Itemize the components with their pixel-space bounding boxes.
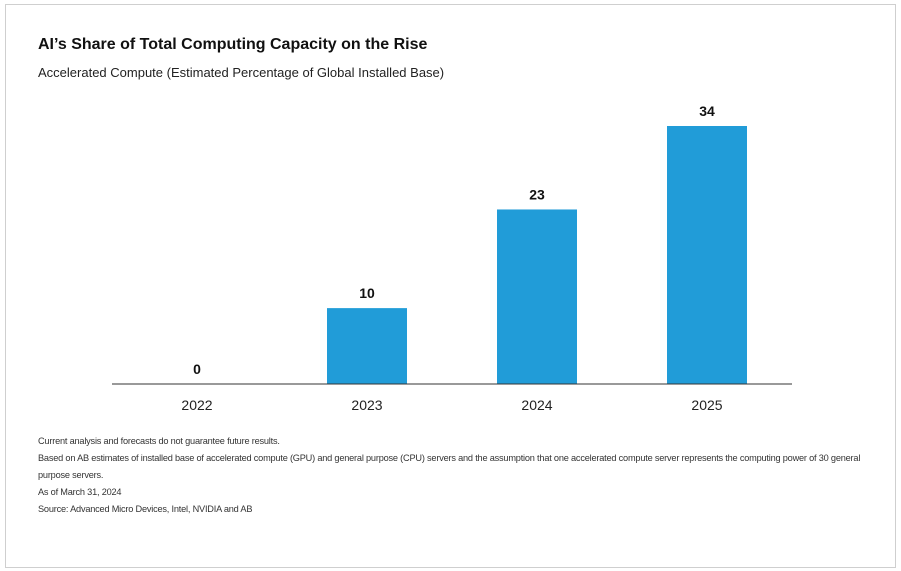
note-source: Source: Advanced Micro Devices, Intel, N…	[38, 504, 253, 514]
x-tick-label-2022: 2022	[181, 397, 212, 413]
bar-2025	[667, 126, 747, 384]
data-label-2023: 10	[359, 285, 375, 301]
data-label-2024: 23	[529, 186, 545, 202]
bar-chart: 0 2022 10 2023 23 2024 34 2025	[112, 103, 792, 413]
chart-subtitle: Accelerated Compute (Estimated Percentag…	[38, 65, 445, 80]
data-label-2025: 34	[699, 103, 715, 119]
x-tick-label-2023: 2023	[351, 397, 382, 413]
bar-2023	[327, 308, 407, 384]
x-tick-label-2024: 2024	[521, 397, 552, 413]
chart-frame	[5, 4, 896, 568]
note-date: As of March 31, 2024	[38, 487, 122, 497]
data-label-2022: 0	[193, 361, 201, 377]
note-methodology: Based on AB estimates of installed base …	[38, 453, 861, 480]
chart-title: AI’s Share of Total Computing Capacity o…	[38, 36, 428, 53]
x-tick-label-2025: 2025	[691, 397, 722, 413]
chart-notes: Current analysis and forecasts do not gu…	[38, 433, 878, 518]
note-disclaimer: Current analysis and forecasts do not gu…	[38, 436, 280, 446]
bar-2024	[497, 209, 577, 384]
